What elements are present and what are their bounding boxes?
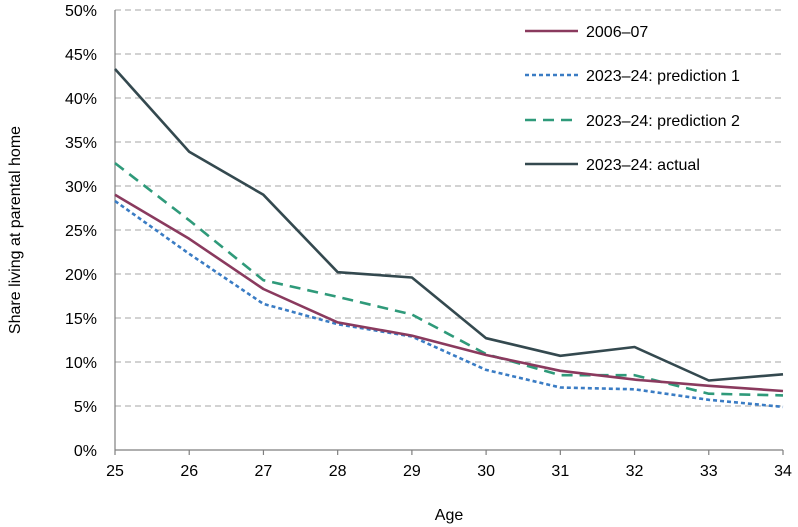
- y-tick-label: 40%: [65, 91, 97, 108]
- x-tick-label: 25: [106, 463, 124, 480]
- series-line: [114, 68, 784, 382]
- legend-label: 2023–24: actual: [586, 157, 700, 174]
- legend-label: 2006–07: [586, 24, 648, 41]
- y-axis-title: Share living at parental home: [7, 126, 24, 334]
- x-axis-title: Age: [435, 507, 464, 524]
- gridlines: [115, 9, 783, 407]
- y-tick-label: 5%: [74, 399, 97, 416]
- x-tick-label: 31: [551, 463, 569, 480]
- legend-label: 2023–24: prediction 1: [586, 68, 740, 85]
- axes: [114, 10, 783, 451]
- x-tick-label: 28: [329, 463, 347, 480]
- y-tick-label: 20%: [65, 267, 97, 284]
- y-tick-label: 15%: [65, 311, 97, 328]
- x-tick-label: 27: [255, 463, 273, 480]
- y-tick-label: 0%: [74, 443, 97, 460]
- legend-label: 2023–24: prediction 2: [586, 113, 740, 130]
- y-tick-label: 35%: [65, 135, 97, 152]
- series-line: [114, 193, 784, 393]
- x-tick-label: 30: [477, 463, 495, 480]
- series-line: [114, 162, 784, 397]
- series-lines: [114, 68, 784, 409]
- y-tick-label: 30%: [65, 179, 97, 196]
- y-tick-label: 10%: [65, 355, 97, 372]
- legend: 2006–07 2023–24: prediction 1 2023–24: pre…: [525, 24, 740, 174]
- x-tick-label: 29: [403, 463, 421, 480]
- x-tick-label: 34: [774, 463, 792, 480]
- y-tick-label: 50%: [65, 3, 97, 20]
- x-tick-label: 32: [626, 463, 644, 480]
- y-tick-label: 45%: [65, 47, 97, 64]
- series-line: [114, 199, 784, 409]
- y-tick-label: 25%: [65, 223, 97, 240]
- y-axis-ticks: 0% 5% 10% 15% 20% 25% 30% 35% 40% 45% 50%: [65, 3, 97, 460]
- x-tick-label: 33: [700, 463, 718, 480]
- x-tick-label: 26: [180, 463, 198, 480]
- x-axis-ticks: 25 26 27 28 29 30 31 32 33 34: [106, 450, 792, 480]
